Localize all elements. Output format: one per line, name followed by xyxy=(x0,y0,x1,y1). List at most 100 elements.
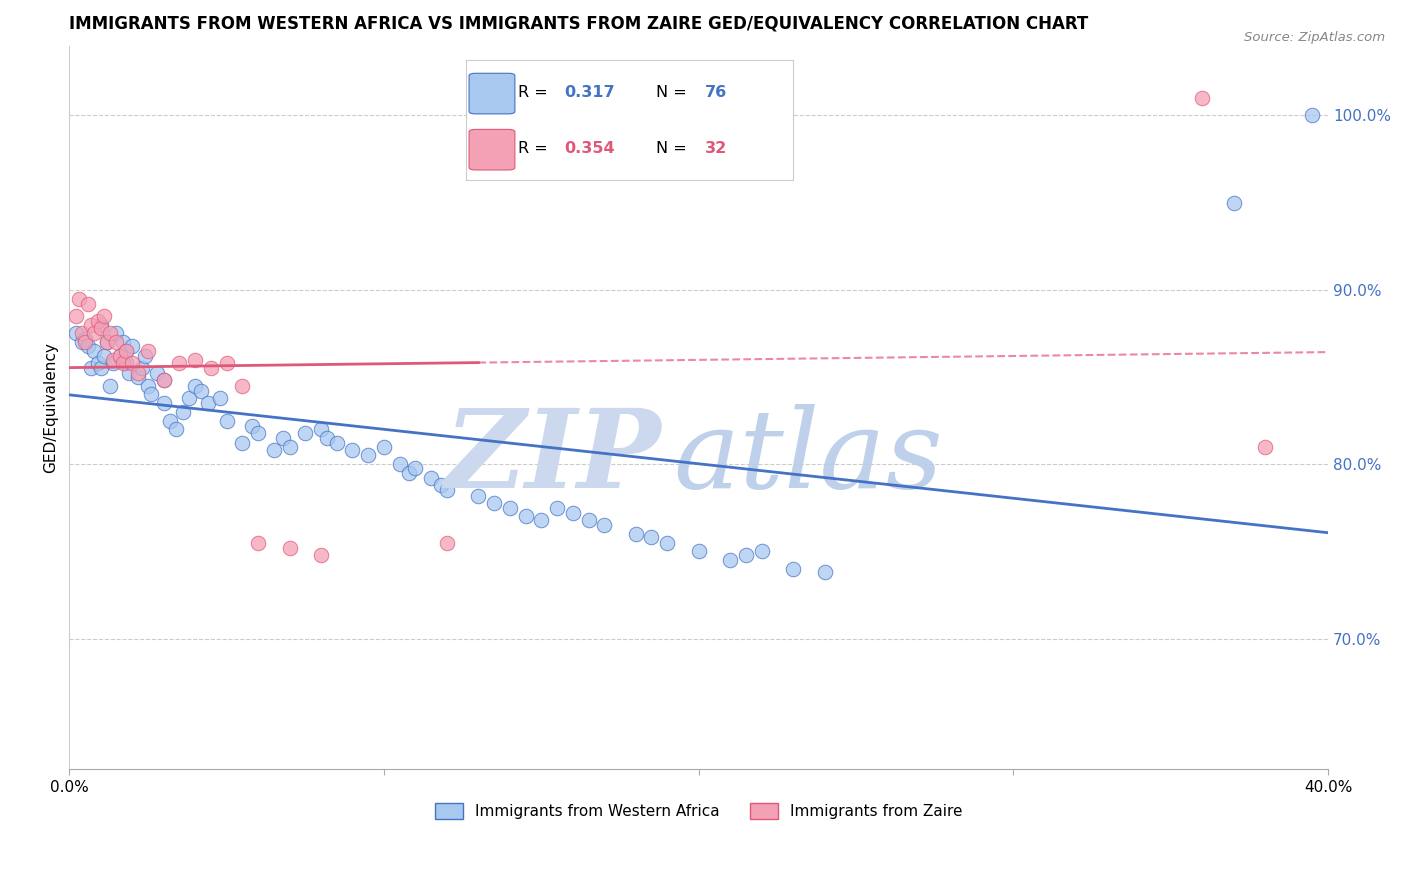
Point xyxy=(1254,440,1277,454)
Point xyxy=(436,483,458,498)
Point xyxy=(80,318,103,332)
Point xyxy=(271,431,294,445)
Point xyxy=(98,378,121,392)
Point xyxy=(77,297,100,311)
Point xyxy=(152,374,174,388)
Point xyxy=(136,378,159,392)
Point xyxy=(134,349,156,363)
Point xyxy=(77,338,100,352)
Y-axis label: GED/Equivalency: GED/Equivalency xyxy=(44,342,58,473)
Point xyxy=(90,361,112,376)
Point xyxy=(73,332,96,346)
Point xyxy=(172,405,194,419)
Point xyxy=(197,396,219,410)
Point xyxy=(247,425,270,440)
Point xyxy=(215,356,238,370)
Point xyxy=(73,335,96,350)
Point xyxy=(467,489,489,503)
Point xyxy=(342,443,364,458)
Point xyxy=(136,343,159,358)
Point xyxy=(86,314,108,328)
Point xyxy=(96,335,118,350)
Point xyxy=(103,356,125,370)
Point xyxy=(65,309,87,323)
Point xyxy=(530,513,553,527)
Point xyxy=(688,544,710,558)
Point xyxy=(184,352,207,367)
Point xyxy=(152,396,174,410)
Point xyxy=(108,349,131,363)
Point xyxy=(111,335,134,350)
Point xyxy=(169,356,191,370)
Point xyxy=(231,436,253,450)
Point xyxy=(515,509,537,524)
Point xyxy=(657,535,679,549)
Point xyxy=(121,338,143,352)
Point xyxy=(813,566,835,580)
Point xyxy=(215,413,238,427)
Point xyxy=(561,506,583,520)
Point xyxy=(326,436,349,450)
Point xyxy=(624,527,647,541)
Text: atlas: atlas xyxy=(673,404,943,512)
Point xyxy=(482,495,505,509)
Point xyxy=(83,326,105,341)
Point xyxy=(190,384,212,398)
Point xyxy=(718,553,741,567)
Point xyxy=(420,471,443,485)
Point xyxy=(184,378,207,392)
Point xyxy=(640,530,662,544)
Point xyxy=(177,391,200,405)
Point xyxy=(263,443,285,458)
Point xyxy=(70,326,93,341)
Point xyxy=(200,361,222,376)
Point xyxy=(316,431,339,445)
Point xyxy=(357,449,380,463)
Point xyxy=(388,457,411,471)
Point xyxy=(240,418,263,433)
Point xyxy=(127,367,149,381)
Point xyxy=(83,343,105,358)
Point xyxy=(593,518,616,533)
Point xyxy=(436,535,458,549)
Point xyxy=(131,361,153,376)
Point xyxy=(80,361,103,376)
Point xyxy=(165,422,187,436)
Text: Source: ZipAtlas.com: Source: ZipAtlas.com xyxy=(1244,31,1385,45)
Point xyxy=(735,548,758,562)
Point xyxy=(90,321,112,335)
Point xyxy=(278,440,301,454)
Point xyxy=(67,292,90,306)
Point xyxy=(86,356,108,370)
Point xyxy=(247,535,270,549)
Point xyxy=(373,440,395,454)
Point xyxy=(96,335,118,350)
Point xyxy=(103,352,125,367)
Point xyxy=(152,374,174,388)
Point xyxy=(429,478,451,492)
Point xyxy=(90,318,112,332)
Point xyxy=(309,548,332,562)
Point xyxy=(751,544,773,558)
Point xyxy=(70,335,93,350)
Point xyxy=(1222,195,1244,210)
Point xyxy=(1191,91,1213,105)
Point xyxy=(115,343,138,358)
Point xyxy=(398,466,420,480)
Point xyxy=(108,349,131,363)
Point xyxy=(121,356,143,370)
Point xyxy=(139,387,162,401)
Point xyxy=(105,335,128,350)
Point xyxy=(499,500,522,515)
Point xyxy=(404,460,426,475)
Point xyxy=(546,500,568,515)
Point xyxy=(93,309,115,323)
Point xyxy=(65,326,87,341)
Point xyxy=(231,378,253,392)
Legend: Immigrants from Western Africa, Immigrants from Zaire: Immigrants from Western Africa, Immigran… xyxy=(427,796,970,827)
Point xyxy=(209,391,232,405)
Point xyxy=(115,343,138,358)
Point xyxy=(146,367,169,381)
Point xyxy=(93,349,115,363)
Text: IMMIGRANTS FROM WESTERN AFRICA VS IMMIGRANTS FROM ZAIRE GED/EQUIVALENCY CORRELAT: IMMIGRANTS FROM WESTERN AFRICA VS IMMIGR… xyxy=(69,15,1088,33)
